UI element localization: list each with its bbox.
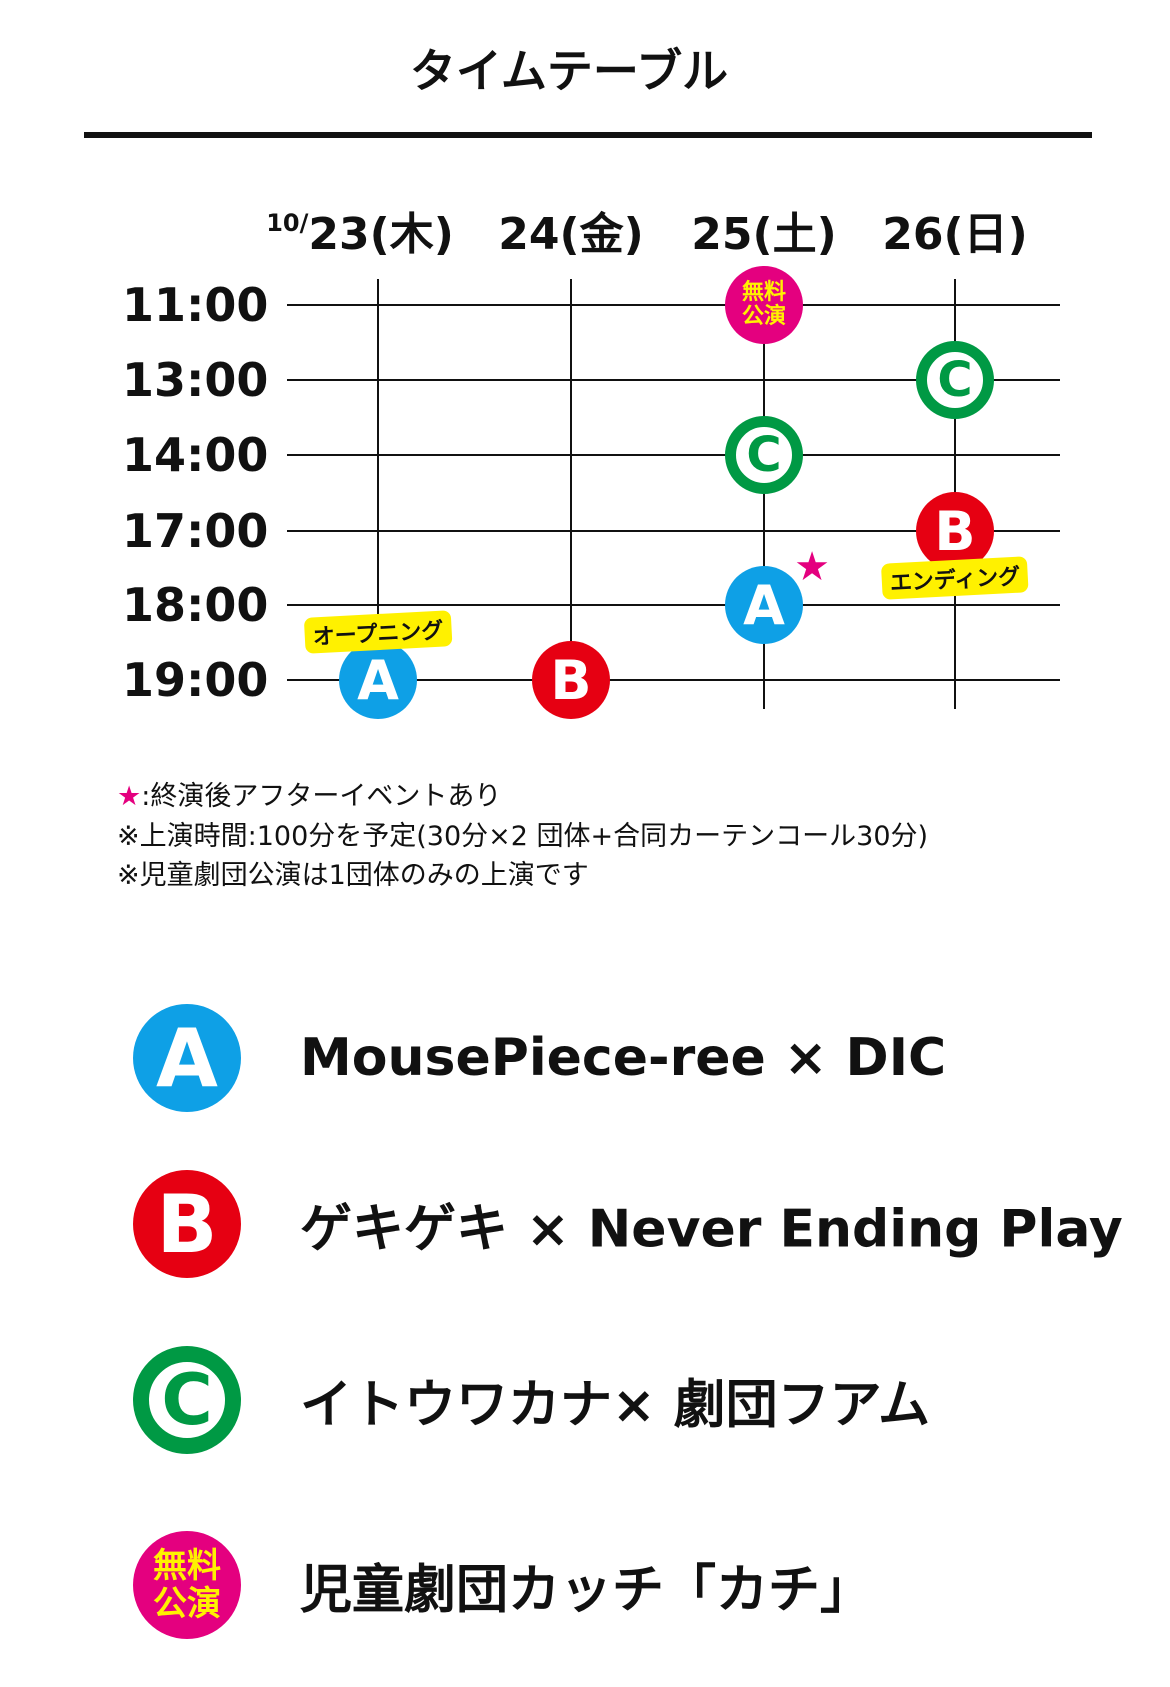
legend-icon-A: A bbox=[133, 1004, 241, 1112]
time-gridline bbox=[287, 530, 1060, 532]
note-children: ※児童劇団公演は1団体のみの上演です bbox=[117, 860, 589, 891]
time-label: 18:00 bbox=[122, 578, 269, 632]
performance-marker-A: A bbox=[339, 641, 417, 719]
day-label: 23(木) bbox=[308, 209, 454, 260]
page-title: タイムテーブル bbox=[409, 44, 729, 98]
star-icon: ★ bbox=[117, 781, 142, 812]
day-header-25: 25(土) bbox=[691, 209, 837, 260]
day-gridline bbox=[763, 279, 765, 709]
day-header-26: 26(日) bbox=[882, 209, 1028, 260]
free-performance-label: 無料公演 bbox=[741, 280, 786, 329]
time-gridline bbox=[287, 454, 1060, 456]
legend-text-B: ゲキゲキ × Never Ending Play bbox=[300, 1199, 1123, 1260]
performance-marker-A: A bbox=[725, 566, 803, 644]
free-performance-label: 無料公演 bbox=[153, 1546, 221, 1624]
performance-marker-free: 無料公演 bbox=[725, 266, 803, 344]
performance-marker-C: C bbox=[916, 341, 994, 419]
time-gridline bbox=[287, 679, 1060, 681]
day-gridline bbox=[377, 279, 379, 709]
legend-icon-B: B bbox=[133, 1170, 241, 1278]
title-divider bbox=[84, 132, 1092, 138]
performance-marker-B: B bbox=[916, 492, 994, 570]
time-label: 17:00 bbox=[122, 504, 269, 558]
time-gridline bbox=[287, 604, 1060, 606]
legend-icon-C: C bbox=[133, 1346, 241, 1454]
legend-text-C: イトウワカナ× 劇団フアム bbox=[300, 1375, 931, 1436]
performance-marker-B: B bbox=[532, 641, 610, 719]
legend-text-free: 児童劇団カッチ「カチ」 bbox=[300, 1560, 873, 1621]
time-label: 14:00 bbox=[122, 428, 269, 482]
note-star: ★:終演後アフターイベントあり bbox=[117, 774, 501, 813]
legend-text-A: MousePiece-ree × DIC bbox=[300, 1028, 947, 1088]
month-prefix: 10/ bbox=[266, 209, 309, 237]
day-header-23: 10/23(木) bbox=[266, 198, 454, 262]
star-icon: ★ bbox=[794, 544, 830, 590]
legend-icon-free: 無料公演 bbox=[133, 1531, 241, 1639]
note-duration: ※上演時間:100分を予定(30分×2 団体+合同カーテンコール30分) bbox=[117, 821, 929, 852]
note-star-text: :終演後アフターイベントあり bbox=[141, 781, 502, 812]
performance-tag: エンディング bbox=[880, 556, 1030, 600]
time-label: 11:00 bbox=[122, 278, 269, 332]
day-header-24: 24(金) bbox=[498, 209, 644, 260]
time-gridline bbox=[287, 379, 1060, 381]
performance-marker-C: C bbox=[725, 416, 803, 494]
day-gridline bbox=[570, 279, 572, 709]
performance-tag: オープニング bbox=[303, 610, 453, 654]
time-gridline bbox=[287, 304, 1060, 306]
time-label: 13:00 bbox=[122, 353, 269, 407]
time-label: 19:00 bbox=[122, 653, 269, 707]
